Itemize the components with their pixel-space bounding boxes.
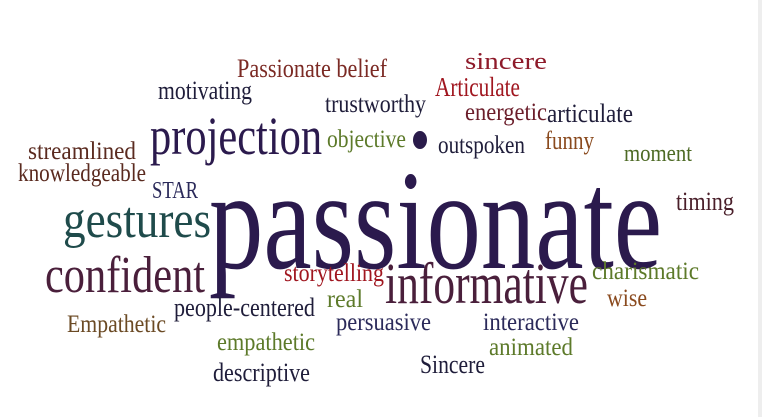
word-projection: projection <box>150 106 323 166</box>
word-storytelling: storytelling <box>284 260 384 287</box>
word-empathetic-capital: Empathetic <box>67 311 167 338</box>
word-star: STAR <box>152 178 199 204</box>
word-funny: funny <box>545 126 595 155</box>
word-objective: objective <box>327 126 406 153</box>
word-people-centered: people-centered <box>174 293 315 322</box>
word-wise: wise <box>607 285 648 312</box>
word-knowledgeable: knowledgeable <box>18 160 147 187</box>
word-sincere: sincere <box>465 49 547 75</box>
word-animated: animated <box>489 334 574 361</box>
word-motivating: motivating <box>158 76 252 105</box>
word-persuasive: persuasive <box>336 309 431 336</box>
word-sincere-capital: Sincere <box>420 350 486 379</box>
word-real: real <box>327 286 364 313</box>
word-outspoken: outspoken <box>438 132 525 159</box>
word-passionate: passionate <box>209 141 663 299</box>
word-energetic: energetic <box>465 99 548 126</box>
word-moment: moment <box>624 141 693 167</box>
word-empathetic: empathetic <box>217 329 316 356</box>
word-descriptive: descriptive <box>213 358 310 387</box>
bullet-dot-shape <box>413 131 427 149</box>
word-articulate-capital: Articulate <box>435 72 520 102</box>
word-timing: timing <box>676 187 734 216</box>
right-edge-divider <box>758 0 762 417</box>
word-articulate: articulate <box>547 99 633 128</box>
word-gestures: gestures <box>63 192 212 249</box>
word-charismatic: charismatic <box>592 258 700 285</box>
word-streamlined: streamlined <box>28 138 137 165</box>
word-interactive: interactive <box>483 309 580 336</box>
word-informative: informative <box>385 251 588 316</box>
word-confident: confident <box>45 247 206 304</box>
word-trustworthy: trustworthy <box>325 91 426 118</box>
word-passionate-belief: Passionate belief <box>237 54 388 83</box>
